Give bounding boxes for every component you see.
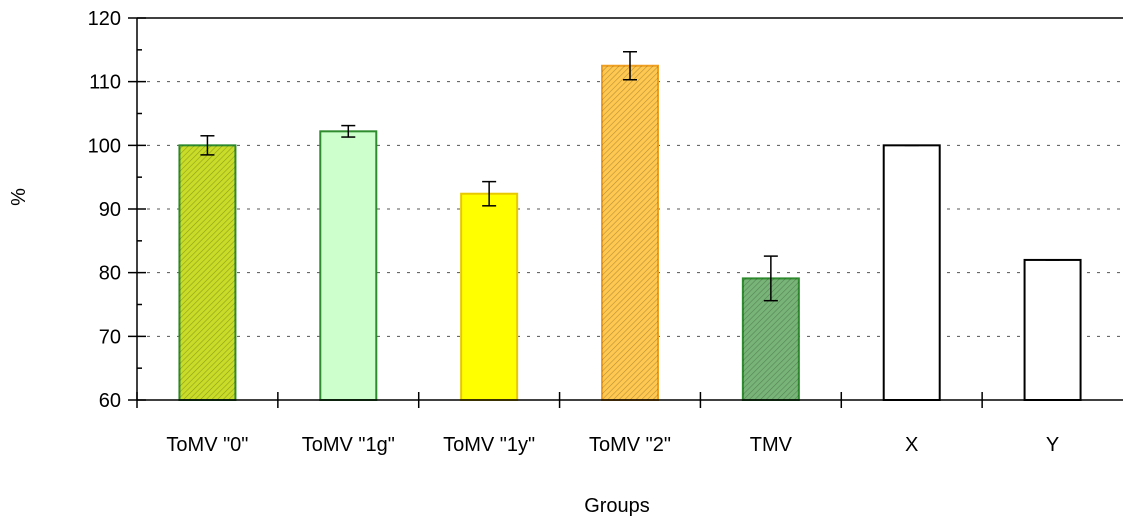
y-tick-label: 90 — [99, 199, 121, 221]
y-tick-label: 60 — [99, 390, 121, 412]
y-tick-label: 70 — [99, 326, 121, 348]
y-tick-label: 110 — [89, 72, 121, 94]
x-tick-label: X — [905, 434, 918, 456]
y-tick-label: 80 — [99, 263, 121, 285]
x-tick-label: ToMV "1g" — [302, 434, 395, 456]
y-tick-label: 100 — [88, 135, 121, 157]
x-tick-label: Y — [1046, 434, 1059, 456]
bar — [1023, 258, 1082, 401]
bar-hatch — [602, 65, 658, 400]
bar — [319, 130, 378, 401]
axes — [128, 17, 1123, 408]
x-tick-label: ToMV "2" — [589, 434, 671, 456]
x-tick-label: ToMV "1y" — [443, 434, 535, 456]
tick-labels: 60 70 80 90 100 110 120 ToMV "0" ToMV "1g" ToMV "… — [88, 8, 1060, 456]
x-tick-label: TMV — [750, 434, 793, 456]
bar-hatch — [179, 145, 236, 400]
bar — [460, 192, 519, 401]
y-tick-label: 120 — [88, 8, 121, 30]
bar — [882, 144, 941, 401]
bars — [178, 50, 1082, 401]
y-axis-title: % — [8, 188, 30, 206]
x-tick-label: ToMV "0" — [166, 434, 248, 456]
x-axis-title: Groups — [584, 495, 650, 517]
